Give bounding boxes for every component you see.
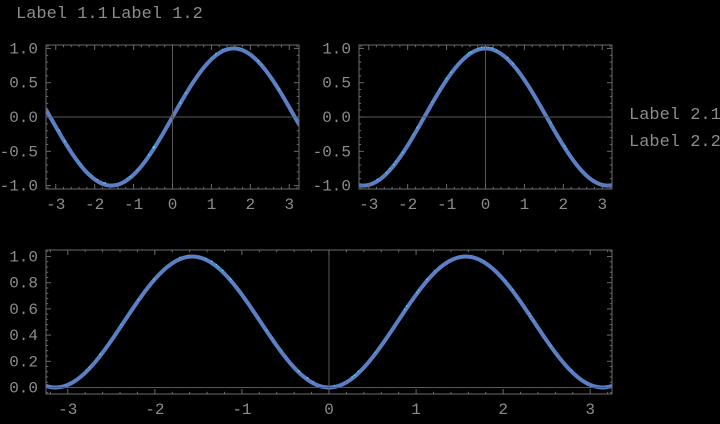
svg-text:3: 3: [585, 401, 595, 419]
svg-text:Label 1.2: Label 1.2: [111, 5, 203, 24]
svg-text:1: 1: [207, 196, 217, 214]
svg-text:-3: -3: [359, 196, 378, 214]
svg-text:1.0: 1.0: [9, 40, 38, 58]
svg-text:0.5: 0.5: [9, 75, 38, 93]
svg-text:1: 1: [411, 401, 421, 419]
svg-text:3: 3: [597, 196, 607, 214]
svg-text:Label 2.1: Label 2.1: [629, 106, 720, 125]
svg-text:2: 2: [246, 196, 256, 214]
svg-text:0.0: 0.0: [322, 109, 351, 127]
svg-text:-2: -2: [85, 196, 104, 214]
svg-text:-1: -1: [437, 196, 456, 214]
svg-text:-3: -3: [46, 196, 65, 214]
svg-text:-1: -1: [124, 196, 143, 214]
svg-text:0: 0: [324, 401, 334, 419]
svg-text:Label 1.1: Label 1.1: [16, 5, 108, 24]
svg-text:1.0: 1.0: [322, 40, 351, 58]
svg-text:-2: -2: [398, 196, 417, 214]
svg-text:-1: -1: [232, 401, 251, 419]
svg-text:-0.5: -0.5: [313, 143, 351, 161]
svg-text:2: 2: [559, 196, 569, 214]
svg-text:1.0: 1.0: [9, 249, 38, 267]
svg-text:0.5: 0.5: [322, 75, 351, 93]
svg-text:2: 2: [498, 401, 508, 419]
svg-text:-3: -3: [58, 401, 77, 419]
svg-text:Label 2.2: Label 2.2: [629, 133, 720, 152]
svg-text:1: 1: [520, 196, 530, 214]
svg-text:-1.0: -1.0: [0, 178, 38, 196]
svg-text:0.0: 0.0: [9, 379, 38, 397]
svg-text:0.8: 0.8: [9, 275, 38, 293]
svg-text:0.2: 0.2: [9, 353, 38, 371]
svg-text:0.6: 0.6: [9, 301, 38, 319]
svg-text:3: 3: [284, 196, 294, 214]
svg-text:0: 0: [168, 196, 178, 214]
svg-text:0.0: 0.0: [9, 109, 38, 127]
svg-text:0: 0: [481, 196, 491, 214]
svg-text:0.4: 0.4: [9, 327, 38, 345]
svg-text:-0.5: -0.5: [0, 143, 38, 161]
svg-text:-2: -2: [145, 401, 164, 419]
svg-text:-1.0: -1.0: [313, 178, 351, 196]
